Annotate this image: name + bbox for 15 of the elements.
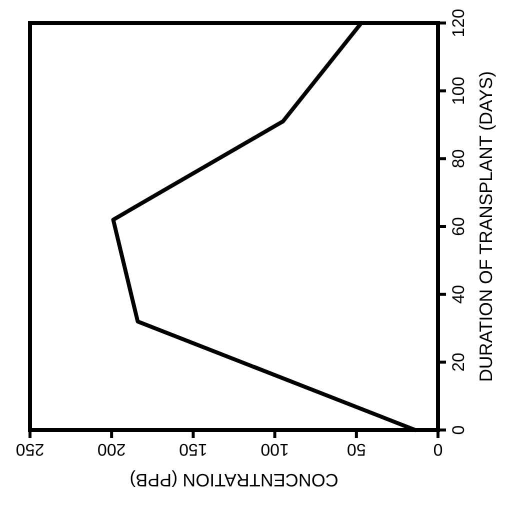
y2-tick-label: 40 — [449, 284, 468, 304]
x-tick-label: 250 — [16, 440, 44, 459]
y2-tick-label: 100 — [449, 76, 468, 106]
y2-tick-label: 60 — [449, 217, 468, 236]
x-tick-label: 150 — [179, 440, 208, 459]
x-tick-label: 100 — [260, 440, 289, 459]
y2-tick-label: 20 — [449, 352, 468, 372]
x-axis-title: CONCENTRATION (PPB) — [130, 470, 338, 490]
y2-tick-label: 80 — [449, 149, 468, 168]
x-tick-label: 50 — [346, 440, 366, 459]
y2-tick-label: 120 — [449, 8, 468, 38]
y2-axis-title: DURATION OF TRANSPLANT (DAYS) — [476, 71, 496, 382]
y2-tick-label: 0 — [449, 425, 468, 435]
x-tick-label: 0 — [433, 440, 443, 459]
x-tick-label: 200 — [97, 440, 126, 459]
